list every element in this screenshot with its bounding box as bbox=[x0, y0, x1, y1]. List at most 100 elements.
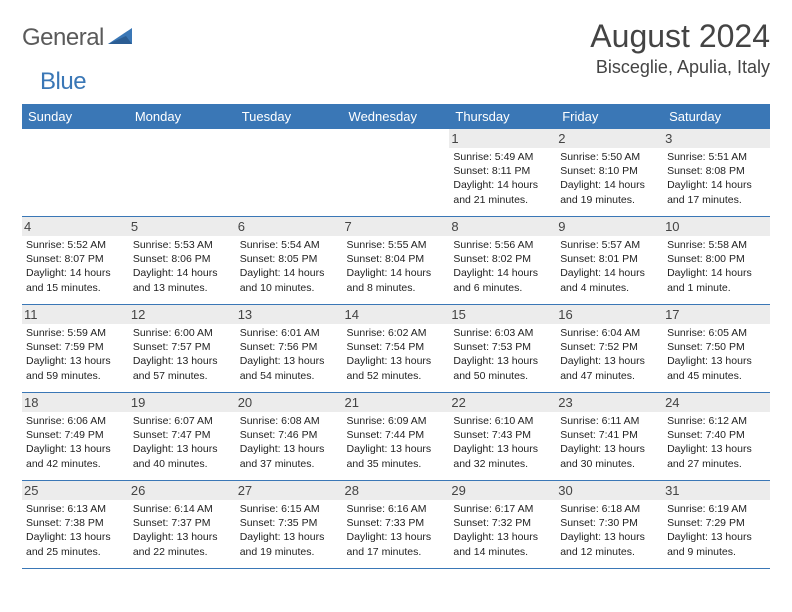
calendar-day-cell: 25 Sunrise: 6:13 AMSunset: 7:38 PMDayligh… bbox=[22, 481, 129, 569]
day-info: Sunrise: 5:58 AMSunset: 8:00 PMDaylight:… bbox=[667, 238, 766, 295]
calendar-day-cell: 5Sunrise: 5:53 AMSunset: 8:06 PMDaylight… bbox=[129, 217, 236, 305]
brand-triangle-icon bbox=[108, 26, 136, 51]
day-info: Sunrise: 6:07 AMSunset: 7:47 PMDaylight:… bbox=[133, 414, 232, 471]
calendar-day-cell: 14 Sunrise: 6:02 AMSunset: 7:54 PMDayligh… bbox=[343, 305, 450, 393]
calendar-day-cell: 9Sunrise: 5:57 AMSunset: 8:01 PMDaylight… bbox=[556, 217, 663, 305]
calendar-day-cell: 16 Sunrise: 6:04 AMSunset: 7:52 PMDayligh… bbox=[556, 305, 663, 393]
calendar-day-cell: 4 Sunrise: 5:52 AMSunset: 8:07 PMDaylight… bbox=[22, 217, 129, 305]
calendar-day-cell: 26 Sunrise: 6:14 AMSunset: 7:37 PMDayligh… bbox=[129, 481, 236, 569]
day-number: 24 bbox=[663, 393, 770, 412]
day-info: Sunrise: 6:00 AMSunset: 7:57 PMDaylight:… bbox=[133, 326, 232, 383]
day-info: Sunrise: 6:18 AMSunset: 7:30 PMDaylight:… bbox=[560, 502, 659, 559]
day-info: Sunrise: 5:49 AMSunset: 8:11 PMDaylight:… bbox=[453, 150, 552, 207]
calendar-day-cell bbox=[236, 129, 343, 217]
day-number: 11 bbox=[22, 305, 129, 324]
brand-name-part1: General bbox=[22, 24, 104, 52]
calendar-day-cell: 28 Sunrise: 6:16 AMSunset: 7:33 PMDayligh… bbox=[343, 481, 450, 569]
calendar-day-cell: 17Sunrise: 6:05 AMSunset: 7:50 PMDayligh… bbox=[663, 305, 770, 393]
day-number: 27 bbox=[236, 481, 343, 500]
calendar-day-cell: 31Sunrise: 6:19 AMSunset: 7:29 PMDayligh… bbox=[663, 481, 770, 569]
calendar-day-cell: 19 Sunrise: 6:07 AMSunset: 7:47 PMDayligh… bbox=[129, 393, 236, 481]
calendar-week-row: 4 Sunrise: 5:52 AMSunset: 8:07 PMDaylight… bbox=[22, 217, 770, 305]
day-info: Sunrise: 6:14 AMSunset: 7:37 PMDaylight:… bbox=[133, 502, 232, 559]
day-info: Sunrise: 6:10 AMSunset: 7:43 PMDaylight:… bbox=[453, 414, 552, 471]
day-number: 29 bbox=[449, 481, 556, 500]
calendar-day-cell: 29 Sunrise: 6:17 AMSunset: 7:32 PMDayligh… bbox=[449, 481, 556, 569]
day-info: Sunrise: 5:57 AMSunset: 8:01 PMDaylight:… bbox=[560, 238, 659, 295]
calendar-day-cell: 15 Sunrise: 6:03 AMSunset: 7:53 PMDayligh… bbox=[449, 305, 556, 393]
day-number: 13 bbox=[236, 305, 343, 324]
day-number: 22 bbox=[449, 393, 556, 412]
calendar-day-cell: 1 Sunrise: 5:49 AMSunset: 8:11 PMDaylight… bbox=[449, 129, 556, 217]
day-info: Sunrise: 5:56 AMSunset: 8:02 PMDaylight:… bbox=[453, 238, 552, 295]
day-info: Sunrise: 6:05 AMSunset: 7:50 PMDaylight:… bbox=[667, 326, 766, 383]
day-info: Sunrise: 6:04 AMSunset: 7:52 PMDaylight:… bbox=[560, 326, 659, 383]
day-info: Sunrise: 5:55 AMSunset: 8:04 PMDaylight:… bbox=[347, 238, 446, 295]
day-info: Sunrise: 6:19 AMSunset: 7:29 PMDaylight:… bbox=[667, 502, 766, 559]
day-info: Sunrise: 6:02 AMSunset: 7:54 PMDaylight:… bbox=[347, 326, 446, 383]
calendar-day-cell: 8 Sunrise: 5:56 AMSunset: 8:02 PMDaylight… bbox=[449, 217, 556, 305]
day-number: 30 bbox=[556, 481, 663, 500]
day-number: 10 bbox=[663, 217, 770, 236]
day-number: 19 bbox=[129, 393, 236, 412]
day-info: Sunrise: 6:06 AMSunset: 7:49 PMDaylight:… bbox=[26, 414, 125, 471]
calendar-day-cell: 30 Sunrise: 6:18 AMSunset: 7:30 PMDayligh… bbox=[556, 481, 663, 569]
day-info: Sunrise: 6:12 AMSunset: 7:40 PMDaylight:… bbox=[667, 414, 766, 471]
day-number: 18 bbox=[22, 393, 129, 412]
calendar-day-cell: 27Sunrise: 6:15 AMSunset: 7:35 PMDayligh… bbox=[236, 481, 343, 569]
brand-logo: General bbox=[22, 18, 138, 52]
calendar-day-cell: 21 Sunrise: 6:09 AMSunset: 7:44 PMDayligh… bbox=[343, 393, 450, 481]
day-header: Saturday bbox=[663, 104, 770, 129]
day-number: 2 bbox=[556, 129, 663, 148]
day-info: Sunrise: 5:59 AMSunset: 7:59 PMDaylight:… bbox=[26, 326, 125, 383]
day-info: Sunrise: 6:08 AMSunset: 7:46 PMDaylight:… bbox=[240, 414, 339, 471]
day-info: Sunrise: 5:54 AMSunset: 8:05 PMDaylight:… bbox=[240, 238, 339, 295]
day-number: 21 bbox=[343, 393, 450, 412]
calendar-day-cell: 12 Sunrise: 6:00 AMSunset: 7:57 PMDayligh… bbox=[129, 305, 236, 393]
day-info: Sunrise: 6:11 AMSunset: 7:41 PMDaylight:… bbox=[560, 414, 659, 471]
day-header: Friday bbox=[556, 104, 663, 129]
calendar-day-cell: 11 Sunrise: 5:59 AMSunset: 7:59 PMDayligh… bbox=[22, 305, 129, 393]
day-number: 14 bbox=[343, 305, 450, 324]
day-number: 15 bbox=[449, 305, 556, 324]
day-number: 4 bbox=[22, 217, 129, 236]
day-number: 26 bbox=[129, 481, 236, 500]
day-info: Sunrise: 5:50 AMSunset: 8:10 PMDaylight:… bbox=[560, 150, 659, 207]
day-header: Monday bbox=[129, 104, 236, 129]
calendar-week-row: 11 Sunrise: 5:59 AMSunset: 7:59 PMDayligh… bbox=[22, 305, 770, 393]
day-number: 25 bbox=[22, 481, 129, 500]
day-info: Sunrise: 6:09 AMSunset: 7:44 PMDaylight:… bbox=[347, 414, 446, 471]
day-info: Sunrise: 5:52 AMSunset: 8:07 PMDaylight:… bbox=[26, 238, 125, 295]
calendar-day-cell: 22 Sunrise: 6:10 AMSunset: 7:43 PMDayligh… bbox=[449, 393, 556, 481]
calendar-week-row: 1 Sunrise: 5:49 AMSunset: 8:11 PMDaylight… bbox=[22, 129, 770, 217]
day-number: 8 bbox=[449, 217, 556, 236]
calendar-day-cell bbox=[343, 129, 450, 217]
calendar-day-cell: 18 Sunrise: 6:06 AMSunset: 7:49 PMDayligh… bbox=[22, 393, 129, 481]
calendar-day-cell: 2 Sunrise: 5:50 AMSunset: 8:10 PMDaylight… bbox=[556, 129, 663, 217]
day-number: 16 bbox=[556, 305, 663, 324]
day-number: 5 bbox=[129, 217, 236, 236]
day-info: Sunrise: 6:16 AMSunset: 7:33 PMDaylight:… bbox=[347, 502, 446, 559]
day-header: Thursday bbox=[449, 104, 556, 129]
day-info: Sunrise: 6:03 AMSunset: 7:53 PMDaylight:… bbox=[453, 326, 552, 383]
day-number: 1 bbox=[449, 129, 556, 148]
calendar-day-cell: 23Sunrise: 6:11 AMSunset: 7:41 PMDayligh… bbox=[556, 393, 663, 481]
month-title: August 2024 bbox=[590, 18, 770, 55]
calendar-week-row: 18 Sunrise: 6:06 AMSunset: 7:49 PMDayligh… bbox=[22, 393, 770, 481]
calendar-table: SundayMondayTuesdayWednesdayThursdayFrid… bbox=[22, 104, 770, 569]
day-info: Sunrise: 5:51 AMSunset: 8:08 PMDaylight:… bbox=[667, 150, 766, 207]
day-info: Sunrise: 6:17 AMSunset: 7:32 PMDaylight:… bbox=[453, 502, 552, 559]
day-number: 7 bbox=[343, 217, 450, 236]
calendar-day-cell bbox=[22, 129, 129, 217]
calendar-day-cell: 13 Sunrise: 6:01 AMSunset: 7:56 PMDayligh… bbox=[236, 305, 343, 393]
day-info: Sunrise: 6:13 AMSunset: 7:38 PMDaylight:… bbox=[26, 502, 125, 559]
day-header: Wednesday bbox=[343, 104, 450, 129]
day-number: 12 bbox=[129, 305, 236, 324]
day-header-row: SundayMondayTuesdayWednesdayThursdayFrid… bbox=[22, 104, 770, 129]
day-info: Sunrise: 6:01 AMSunset: 7:56 PMDaylight:… bbox=[240, 326, 339, 383]
calendar-day-cell: 10 Sunrise: 5:58 AMSunset: 8:00 PMDayligh… bbox=[663, 217, 770, 305]
calendar-body: 1 Sunrise: 5:49 AMSunset: 8:11 PMDaylight… bbox=[22, 129, 770, 569]
calendar-week-row: 25 Sunrise: 6:13 AMSunset: 7:38 PMDayligh… bbox=[22, 481, 770, 569]
day-number: 28 bbox=[343, 481, 450, 500]
calendar-day-cell: 24 Sunrise: 6:12 AMSunset: 7:40 PMDayligh… bbox=[663, 393, 770, 481]
